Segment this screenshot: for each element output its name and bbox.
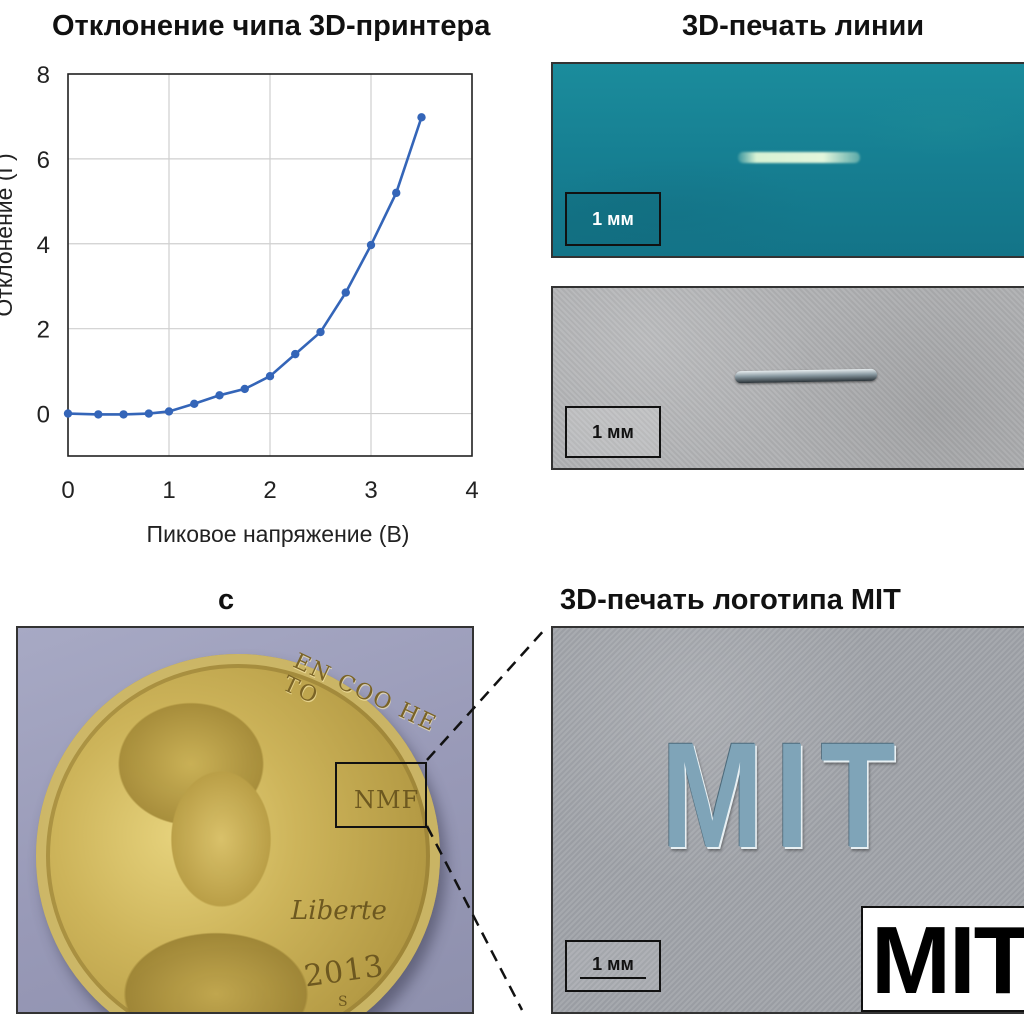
printed-line — [734, 368, 878, 384]
scale-bar-line — [580, 976, 646, 979]
coin-nmf-text: NMF — [354, 786, 420, 814]
x-tick-label: 4 — [465, 477, 478, 504]
printed-line-glow — [738, 152, 860, 163]
nickel-coin: EN COO HE TO Liberte 2013 S — [36, 649, 441, 1012]
scale-bar-logo: 1 мм — [565, 940, 661, 992]
x-tick-label: 1 — [162, 477, 175, 504]
series-line — [67, 116, 423, 416]
y-tick-label: 2 — [37, 317, 50, 344]
y-axis-label: Отклонение (Г) — [0, 153, 17, 316]
data-point — [366, 240, 376, 250]
line-panel-title: 3D-печать линии — [682, 10, 925, 42]
x-axis-label: Пиковое напряжение (В) — [147, 521, 410, 547]
x-tick-label: 0 — [61, 477, 74, 504]
mit-logo-inset: MIT — [861, 906, 1024, 1012]
printed-mit-letters: MIT — [661, 711, 908, 879]
scale-bar-blue: 1 мм — [565, 192, 661, 246]
x-tick-label: 3 — [364, 477, 377, 504]
data-point — [417, 113, 426, 122]
coin-panel-title: c — [218, 584, 235, 616]
data-point — [164, 407, 174, 416]
data-point — [215, 391, 224, 400]
data-point — [144, 409, 153, 418]
printed-line-photo: 1 мм — [551, 286, 1024, 470]
coin-photo: EN COO HE TO Liberte 2013 S NMF — [16, 626, 474, 1014]
data-point — [291, 349, 300, 359]
data-point — [392, 188, 401, 198]
x-tick-label: 2 — [263, 477, 276, 504]
zoom-region-box — [335, 762, 427, 828]
data-point — [341, 288, 350, 297]
chart-panel-title: Отклонение чипа 3D-принтера — [52, 10, 491, 42]
coin-portrait — [96, 694, 326, 1012]
data-point — [240, 384, 249, 394]
printed-logo-photo: MIT MIT 1 мм — [551, 626, 1024, 1014]
scale-bar-gray: 1 мм — [565, 406, 661, 458]
y-tick-label: 6 — [37, 147, 50, 174]
coin-mint-mark: S — [338, 994, 348, 1010]
data-point — [316, 327, 325, 337]
data-point — [119, 410, 128, 419]
scale-bar-logo-label: 1 мм — [592, 953, 634, 974]
printed-line-fluorescence-photo: 1 мм — [551, 62, 1024, 258]
data-point — [94, 410, 103, 419]
data-point — [265, 372, 275, 381]
y-tick-label: 4 — [37, 232, 50, 259]
logo-panel-title: 3D-печать логотипа MIT — [560, 584, 901, 616]
data-point — [190, 399, 199, 408]
plot-frame — [67, 73, 473, 457]
deflection-chart: 0 1 2 3 4 0 2 4 6 8 Пиковое напряжение (В) Отклонен… — [0, 62, 479, 547]
data-point — [63, 409, 73, 418]
y-tick-label: 8 — [37, 62, 50, 89]
coin-signature: Liberte — [291, 896, 387, 926]
y-tick-label: 0 — [37, 402, 50, 429]
